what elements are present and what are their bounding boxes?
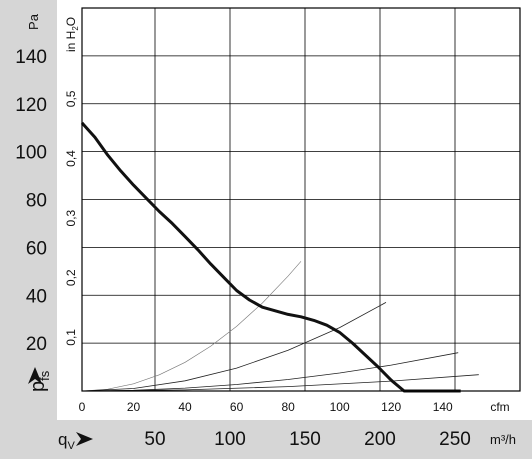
x-tick-label: 0 (79, 400, 86, 414)
y2-unit-subscript: 2 (71, 26, 80, 31)
y-symbol-p: p (27, 381, 49, 392)
svg-text:pfs: pfs (27, 370, 52, 392)
x-tick-label: 120 (381, 400, 401, 414)
x2-tick-label: 100 (214, 429, 246, 450)
svg-text:in H2O: in H2O (64, 17, 80, 52)
system-curve-line (81, 374, 479, 392)
y-tick-label: 60 (26, 238, 47, 259)
x2-symbol-q: q (58, 430, 67, 449)
y-tick-label: 80 (26, 191, 47, 212)
y-tick-label: 140 (15, 47, 47, 68)
x-tick-label: 140 (433, 400, 453, 414)
x2-axis-ticks: 50 100 150 200 250 (144, 429, 470, 450)
y2-tick-group: 0,2 (64, 269, 78, 286)
y-axis-ticks: 20 40 60 80 100 120 140 (15, 47, 47, 355)
system-curves (81, 261, 479, 392)
fan-curves (80, 121, 461, 393)
plot-frame (81, 7, 521, 392)
y-tick-label: 120 (15, 95, 47, 116)
system-curve-line (81, 302, 387, 392)
y2-unit-suffix: O (64, 17, 78, 26)
x2-tick-label: 200 (364, 429, 396, 450)
y-tick-label: 20 (26, 334, 47, 355)
y-axis-arrow-icon (28, 367, 42, 384)
system-curve-line (81, 261, 302, 392)
system-curve-line (81, 352, 459, 392)
y2-tick-label: 0,4 (64, 150, 78, 167)
y2-axis-ticks: 0,1 0,2 0,3 0,4 0,5 (64, 90, 78, 346)
bottom-axis-panel (57, 420, 532, 459)
y2-tick-label: 0,2 (64, 269, 78, 286)
fan-curve-line (80, 121, 461, 393)
x2-symbol-subscript: V (67, 440, 75, 452)
x-tick-label: 80 (281, 400, 295, 414)
y2-tick-group: 0,1 (64, 329, 78, 346)
x2-axis-arrow-icon (76, 432, 93, 446)
x-tick-label: 60 (230, 400, 244, 414)
y-tick-label: 40 (26, 286, 47, 307)
y2-tick-group: 0,4 (64, 150, 78, 167)
x-tick-label: 100 (330, 400, 350, 414)
y-axis-unit-pa: Pa (26, 13, 41, 30)
x2-tick-label: 250 (439, 429, 471, 450)
y2-unit-main: in H (64, 31, 78, 52)
y2-tick-label: 0,3 (64, 209, 78, 226)
y-axis-symbol: pfs (27, 370, 52, 392)
grid (82, 8, 520, 391)
plot-border (81, 7, 521, 392)
y-tick-label: 100 (15, 143, 47, 164)
x2-tick-label: 150 (289, 429, 321, 450)
x-tick-label: 40 (178, 400, 192, 414)
x-tick-label: 20 (127, 400, 141, 414)
y-symbol-subscript: fs (37, 370, 52, 381)
x-axis-ticks: 0 20 40 60 80 100 120 140 (79, 400, 453, 414)
x2-axis-symbol: qV (58, 430, 75, 452)
y2-tick-label: 0,1 (64, 329, 78, 346)
x2-axis-unit-m3h: m³/h (490, 432, 516, 447)
left-axis-panel (0, 0, 57, 459)
x-axis-unit-cfm: cfm (490, 400, 509, 414)
y2-tick-group: 0,5 (64, 90, 78, 107)
x2-tick-label: 50 (144, 429, 165, 450)
y2-tick-group: 0,3 (64, 209, 78, 226)
y2-tick-label: 0,5 (64, 90, 78, 107)
y2-axis-unit: in H2O (64, 17, 80, 52)
